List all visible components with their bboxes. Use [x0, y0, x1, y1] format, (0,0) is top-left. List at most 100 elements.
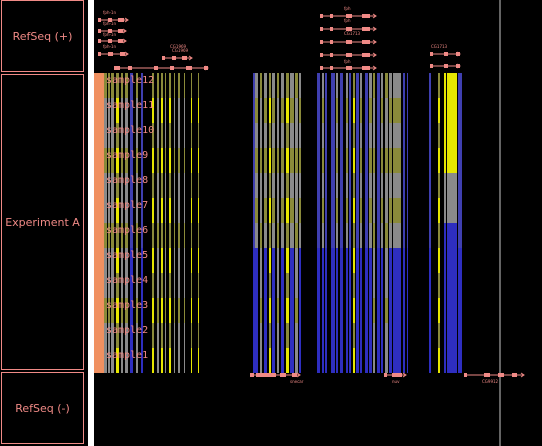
- heatmap-cell[interactable]: [198, 323, 199, 348]
- heatmap-cell[interactable]: [269, 298, 271, 323]
- heatmap-cell[interactable]: [111, 148, 114, 173]
- gene-exon[interactable]: [320, 40, 323, 44]
- heatmap-cell[interactable]: [381, 348, 383, 373]
- heatmap-cell[interactable]: [325, 273, 327, 298]
- heatmap-cell[interactable]: [130, 298, 133, 323]
- heatmap-cell[interactable]: [121, 348, 123, 373]
- heatmap-cell[interactable]: [385, 148, 388, 173]
- heatmap-cell[interactable]: [174, 273, 175, 298]
- heatmap-cell[interactable]: [290, 73, 294, 98]
- heatmap-cell[interactable]: [438, 198, 440, 223]
- heatmap-cell[interactable]: [174, 148, 175, 173]
- heatmap-cell[interactable]: [336, 123, 338, 148]
- heatmap-cell[interactable]: [403, 123, 405, 148]
- heatmap-cell[interactable]: [336, 348, 338, 373]
- heatmap-cell[interactable]: [277, 123, 279, 148]
- heatmap-cell[interactable]: [125, 298, 128, 323]
- heatmap-cell[interactable]: [108, 98, 110, 123]
- heatmap-cell[interactable]: [169, 248, 171, 273]
- heatmap-cell[interactable]: [356, 273, 359, 298]
- heatmap-cell[interactable]: [174, 73, 175, 98]
- heatmap-cell[interactable]: [161, 123, 163, 148]
- heatmap-cell[interactable]: [299, 198, 301, 223]
- heatmap-cell[interactable]: [389, 173, 392, 198]
- heatmap-cell[interactable]: [198, 223, 199, 248]
- heatmap-cell[interactable]: [429, 123, 431, 148]
- heatmap-cell[interactable]: [295, 273, 298, 298]
- heatmap-cell[interactable]: [317, 298, 320, 323]
- heatmap-cell[interactable]: [198, 148, 199, 173]
- heatmap-cell[interactable]: [253, 123, 255, 148]
- heatmap-cell[interactable]: [389, 248, 392, 273]
- heatmap-cell[interactable]: [94, 73, 104, 98]
- heatmap-cell[interactable]: [184, 348, 185, 373]
- gene-exon[interactable]: [250, 373, 254, 377]
- sample-label-sample12[interactable]: sample12: [106, 75, 154, 86]
- heatmap-cell[interactable]: [299, 323, 301, 348]
- heatmap-cell[interactable]: [340, 98, 343, 123]
- heatmap-cell[interactable]: [389, 73, 392, 98]
- heatmap-cell[interactable]: [174, 123, 175, 148]
- heatmap-cell[interactable]: [121, 73, 123, 98]
- heatmap-cell[interactable]: [349, 248, 351, 273]
- heatmap-cell[interactable]: [346, 298, 348, 323]
- heatmap-cell[interactable]: [286, 198, 289, 223]
- heatmap-cell[interactable]: [393, 323, 401, 348]
- gene-exon[interactable]: [204, 66, 208, 70]
- heatmap-cell[interactable]: [340, 248, 343, 273]
- heatmap-cell[interactable]: [121, 98, 123, 123]
- heatmap-cell[interactable]: [152, 223, 154, 248]
- track-canvas[interactable]: sample12 sample11 sample10 sample9 sample8 sa…: [94, 0, 542, 446]
- heatmap-cell[interactable]: [340, 323, 343, 348]
- heatmap-cell[interactable]: [360, 298, 362, 323]
- heatmap-cell[interactable]: [108, 323, 110, 348]
- heatmap-cell[interactable]: [444, 123, 446, 148]
- heatmap-cell[interactable]: [161, 273, 163, 298]
- heatmap-cell[interactable]: [184, 273, 185, 298]
- heatmap-cell[interactable]: [429, 248, 431, 273]
- heatmap-cell[interactable]: [161, 198, 163, 223]
- gene-exon[interactable]: [346, 14, 352, 18]
- heatmap-cell[interactable]: [346, 198, 348, 223]
- heatmap-cell[interactable]: [136, 123, 138, 148]
- heatmap-cell[interactable]: [385, 98, 388, 123]
- heatmap-cell[interactable]: [169, 173, 171, 198]
- heatmap-cell[interactable]: [169, 148, 171, 173]
- heatmap-cell[interactable]: [340, 298, 343, 323]
- heatmap-cell[interactable]: [429, 223, 431, 248]
- heatmap-cell[interactable]: [317, 323, 320, 348]
- heatmap-cell[interactable]: [331, 123, 335, 148]
- heatmap-cell[interactable]: [169, 348, 171, 373]
- heatmap-cell[interactable]: [116, 173, 119, 198]
- heatmap-cell[interactable]: [165, 273, 166, 298]
- heatmap-cell[interactable]: [174, 173, 175, 198]
- heatmap-cell[interactable]: [373, 223, 375, 248]
- heatmap-cell[interactable]: [365, 198, 368, 223]
- heatmap-cell[interactable]: [290, 148, 294, 173]
- heatmap-cell[interactable]: [356, 198, 359, 223]
- heatmap-cell[interactable]: [369, 223, 372, 248]
- heatmap-cell[interactable]: [108, 123, 110, 148]
- heatmap-cell[interactable]: [264, 173, 267, 198]
- heatmap-cell[interactable]: [198, 173, 199, 198]
- heatmap-cell[interactable]: [121, 273, 123, 298]
- heatmap-cell[interactable]: [356, 223, 359, 248]
- heatmap-cell[interactable]: [360, 98, 362, 123]
- heatmap-cell[interactable]: [381, 198, 383, 223]
- gene-exon[interactable]: [512, 373, 517, 377]
- heatmap-cell[interactable]: [385, 298, 388, 323]
- heatmap-cell[interactable]: [260, 148, 262, 173]
- heatmap-cell[interactable]: [272, 223, 275, 248]
- heatmap-cell[interactable]: [116, 248, 119, 273]
- heatmap-cell[interactable]: [104, 148, 107, 173]
- heatmap-cell[interactable]: [340, 273, 343, 298]
- heatmap-cell[interactable]: [381, 173, 383, 198]
- gene-exon[interactable]: [118, 39, 123, 43]
- heatmap-cell[interactable]: [340, 123, 343, 148]
- heatmap-cell[interactable]: [407, 248, 408, 273]
- heatmap-cell[interactable]: [94, 248, 104, 273]
- heatmap-cell[interactable]: [108, 223, 110, 248]
- heatmap-cell[interactable]: [377, 348, 380, 373]
- gene-exon[interactable]: [182, 56, 187, 60]
- heatmap-cell[interactable]: [353, 198, 355, 223]
